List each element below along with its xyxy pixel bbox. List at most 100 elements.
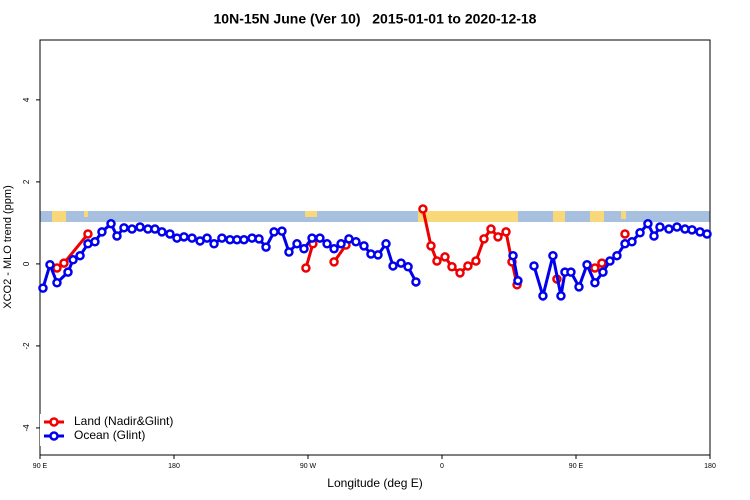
- data-point: [426, 241, 436, 251]
- data-point: [582, 259, 592, 270]
- legend-label: Ocean (Glint): [74, 428, 145, 442]
- land-strip: [84, 211, 88, 217]
- data-point: [97, 227, 107, 237]
- legend-marker: [49, 417, 59, 427]
- data-point: [52, 263, 62, 273]
- data-point: [322, 239, 332, 249]
- data-point: [455, 268, 465, 278]
- data-point: [157, 227, 167, 237]
- data-point: [612, 250, 622, 261]
- data-point: [556, 291, 566, 301]
- data-point: [292, 239, 302, 249]
- ocean-strip: [40, 211, 710, 222]
- land-strip: [305, 211, 317, 217]
- data-point: [411, 277, 421, 287]
- data-point: [52, 278, 62, 288]
- land-strip: [52, 211, 66, 222]
- data-point: [75, 250, 85, 261]
- data-point: [403, 262, 413, 272]
- y-tick-label: 4: [22, 97, 31, 102]
- data-point: [538, 291, 548, 301]
- y-tick-label: -4: [22, 424, 31, 432]
- data-point: [548, 250, 558, 261]
- data-point: [598, 267, 608, 277]
- data-point: [635, 227, 645, 238]
- data-point: [566, 267, 576, 277]
- data-point: [508, 250, 518, 261]
- y-axis-label: XCO2 - MLO trend (ppm): [2, 185, 14, 308]
- data-point: [90, 237, 100, 247]
- data-point: [447, 262, 457, 272]
- x-axis-label: Longitude (deg E): [327, 476, 422, 490]
- data-point: [687, 225, 697, 235]
- data-point: [702, 229, 712, 239]
- x-tick-label: 90 W: [300, 463, 317, 470]
- data-point: [672, 222, 682, 232]
- data-point: [179, 232, 189, 242]
- data-point: [471, 256, 481, 266]
- data-point: [217, 233, 227, 243]
- data-point: [463, 261, 473, 271]
- data-point: [388, 261, 398, 271]
- chart-title: 10N-15N June (Ver 10) 2015-01-01 to 2020…: [214, 11, 537, 27]
- land-strip: [553, 211, 565, 222]
- data-point: [359, 241, 369, 251]
- data-point: [299, 243, 309, 254]
- data-point: [351, 237, 361, 247]
- data-point: [513, 275, 523, 286]
- x-tick-label: 90 E: [569, 463, 584, 470]
- data-point: [119, 223, 129, 233]
- data-point: [284, 247, 294, 257]
- data-point: [627, 237, 637, 247]
- plot-frame: [39, 39, 711, 456]
- data-point: [254, 234, 264, 244]
- data-point: [209, 239, 219, 249]
- data-point: [529, 261, 539, 271]
- data-point: [655, 222, 665, 232]
- data-point: [486, 224, 496, 234]
- data-point: [590, 278, 600, 288]
- data-point: [590, 263, 600, 273]
- data-point: [649, 231, 659, 241]
- legend-label: Land (Nadir&Glint): [74, 414, 173, 428]
- data-point: [187, 233, 197, 243]
- data-point: [373, 250, 383, 260]
- data-point: [597, 258, 607, 268]
- x-tick-label: 0: [440, 463, 444, 470]
- data-point: [83, 229, 93, 239]
- data-point: [620, 229, 630, 239]
- data-point: [664, 224, 674, 234]
- data-point: [106, 218, 116, 229]
- x-tick-label: 180: [168, 463, 180, 470]
- legend-marker: [49, 431, 59, 441]
- y-tick-label: -2: [22, 342, 31, 350]
- data-point: [277, 226, 287, 236]
- data-point: [574, 282, 584, 292]
- data-point: [68, 255, 78, 265]
- data-point: [135, 222, 145, 232]
- data-point: [127, 224, 137, 234]
- data-point: [315, 233, 325, 243]
- y-tick-label: 0: [22, 261, 31, 266]
- data-point: [45, 259, 55, 270]
- data-point: [396, 258, 406, 268]
- data-point: [269, 227, 279, 237]
- data-point: [112, 231, 122, 241]
- data-point: [440, 252, 450, 262]
- data-point: [38, 283, 48, 293]
- data-point: [239, 234, 249, 245]
- legend-box: [40, 414, 190, 446]
- land-strip: [590, 211, 604, 222]
- data-point: [418, 204, 428, 214]
- data-point: [336, 239, 346, 249]
- data-point: [605, 256, 615, 266]
- data-point: [202, 233, 212, 243]
- x-tick-label: 90 E: [33, 463, 48, 470]
- data-point: [261, 242, 271, 252]
- land-strip: [621, 211, 626, 219]
- data-point: [63, 267, 73, 277]
- data-point: [501, 227, 511, 237]
- data-point: [479, 234, 489, 244]
- data-point: [329, 257, 339, 267]
